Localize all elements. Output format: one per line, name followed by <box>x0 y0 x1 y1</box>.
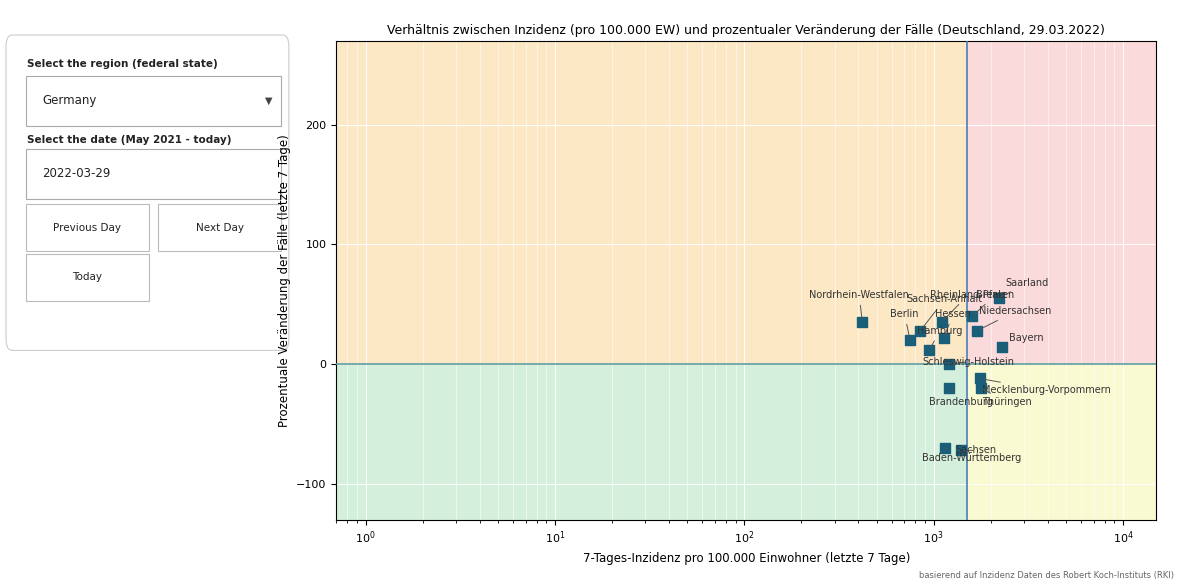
Bar <box>336 364 968 520</box>
Point <box>971 384 990 393</box>
Point <box>900 335 919 345</box>
Point <box>970 374 989 383</box>
Point <box>952 446 971 455</box>
Text: Niedersachsen: Niedersachsen <box>979 307 1051 329</box>
Text: Mecklenburg-Vorpommern: Mecklenburg-Vorpommern <box>982 379 1110 395</box>
Text: Select the region (federal state): Select the region (federal state) <box>27 59 218 69</box>
Point <box>992 343 1011 352</box>
Text: 2022-03-29: 2022-03-29 <box>42 167 111 180</box>
Point <box>920 345 939 354</box>
FancyBboxPatch shape <box>158 204 281 251</box>
Point <box>963 312 982 321</box>
Point <box>940 384 959 393</box>
FancyBboxPatch shape <box>26 204 149 251</box>
FancyBboxPatch shape <box>26 254 149 301</box>
Point <box>853 318 872 327</box>
Text: Berlin: Berlin <box>890 309 919 338</box>
Text: Hessen: Hessen <box>936 309 971 335</box>
Text: Previous Day: Previous Day <box>53 223 122 233</box>
Text: Schleswig-Holstein: Schleswig-Holstein <box>923 357 1015 367</box>
Text: Today: Today <box>72 272 103 283</box>
FancyBboxPatch shape <box>6 35 289 350</box>
Y-axis label: Prozentuale Veränderung der Fälle (letzte 7 Tage): Prozentuale Veränderung der Fälle (letzt… <box>277 134 290 427</box>
Text: Select the date (May 2021 - today): Select the date (May 2021 - today) <box>27 135 231 145</box>
Text: Sachsen-Anhalt: Sachsen-Anhalt <box>906 294 983 328</box>
Text: Next Day: Next Day <box>196 223 243 233</box>
Text: basierend auf Inzidenz Daten des Robert Koch-Instituts (RKI): basierend auf Inzidenz Daten des Robert … <box>919 571 1174 580</box>
Point <box>911 326 930 335</box>
Point <box>936 443 955 453</box>
Text: Germany: Germany <box>42 94 97 107</box>
Point <box>989 294 1008 303</box>
Text: Bayern: Bayern <box>1002 333 1043 347</box>
Bar <box>968 41 1156 364</box>
Text: Brandenburg: Brandenburg <box>930 390 994 408</box>
Text: Nordrhein-Westfalen: Nordrhein-Westfalen <box>809 290 909 319</box>
Text: Baden-Württemberg: Baden-Württemberg <box>923 448 1022 463</box>
FancyBboxPatch shape <box>26 76 281 126</box>
Point <box>939 360 958 369</box>
Text: Hamburg: Hamburg <box>917 326 963 347</box>
Bar <box>336 41 968 364</box>
Text: Saarland: Saarland <box>1001 278 1049 297</box>
Title: Verhältnis zwischen Inzidenz (pro 100.000 EW) und prozentualer Veränderung der F: Verhältnis zwischen Inzidenz (pro 100.00… <box>387 24 1106 37</box>
Text: ▼: ▼ <box>264 95 273 106</box>
Point <box>968 326 986 335</box>
Text: Rheinland-Pfalz: Rheinland-Pfalz <box>930 290 1007 320</box>
Point <box>935 333 953 342</box>
Text: Bremen: Bremen <box>975 290 1015 314</box>
Text: Sachsen: Sachsen <box>956 446 996 456</box>
Text: Thüringen: Thüringen <box>982 390 1031 408</box>
X-axis label: 7-Tages-Inzidenz pro 100.000 Einwohner (letzte 7 Tage): 7-Tages-Inzidenz pro 100.000 Einwohner (… <box>583 552 910 565</box>
FancyBboxPatch shape <box>26 149 281 199</box>
Point <box>932 318 951 327</box>
Bar <box>968 364 1156 520</box>
